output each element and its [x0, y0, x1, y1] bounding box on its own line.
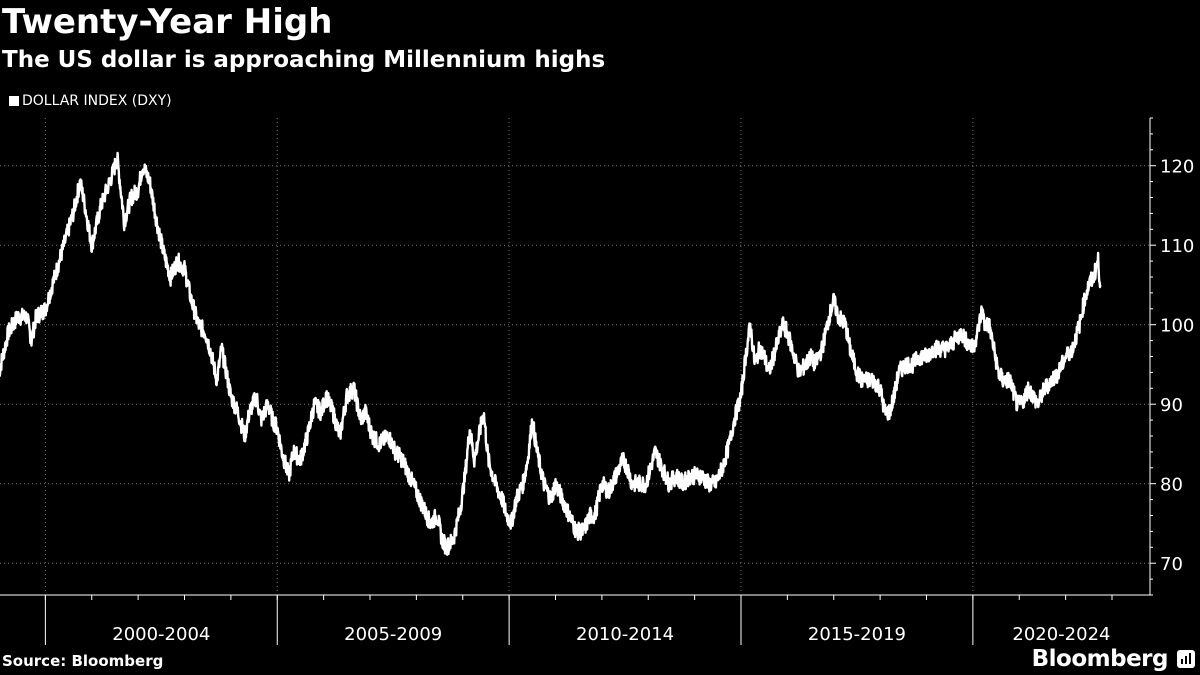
x-group-label: 2010-2014: [576, 624, 674, 645]
y-tick-label: 110: [1160, 236, 1194, 257]
brand-wordmark: Bloomberg: [1031, 646, 1169, 672]
legend-label: DOLLAR INDEX (DXY): [22, 93, 172, 109]
bloomberg-logo-icon: [1177, 650, 1195, 668]
y-tick-label: 70: [1160, 554, 1183, 575]
chart-legend: DOLLAR INDEX (DXY): [9, 92, 172, 110]
x-group-label: 2000-2004: [112, 624, 210, 645]
y-tick-label: 90: [1160, 395, 1183, 416]
chart-subtitle: The US dollar is approaching Millennium …: [2, 47, 606, 73]
x-group-label: 2005-2009: [344, 624, 442, 645]
legend-swatch: [9, 96, 19, 106]
y-tick-label: 80: [1160, 475, 1183, 496]
y-tick-label: 120: [1160, 157, 1194, 178]
series-line-dxy: [0, 151, 1102, 556]
chart-title: Twenty-Year High: [2, 2, 333, 42]
source-note: Source: Bloomberg: [2, 652, 164, 670]
y-tick-label: 100: [1160, 316, 1194, 337]
x-group-label: 2015-2019: [808, 624, 906, 645]
x-group-label: 2020-2024: [1012, 624, 1110, 645]
